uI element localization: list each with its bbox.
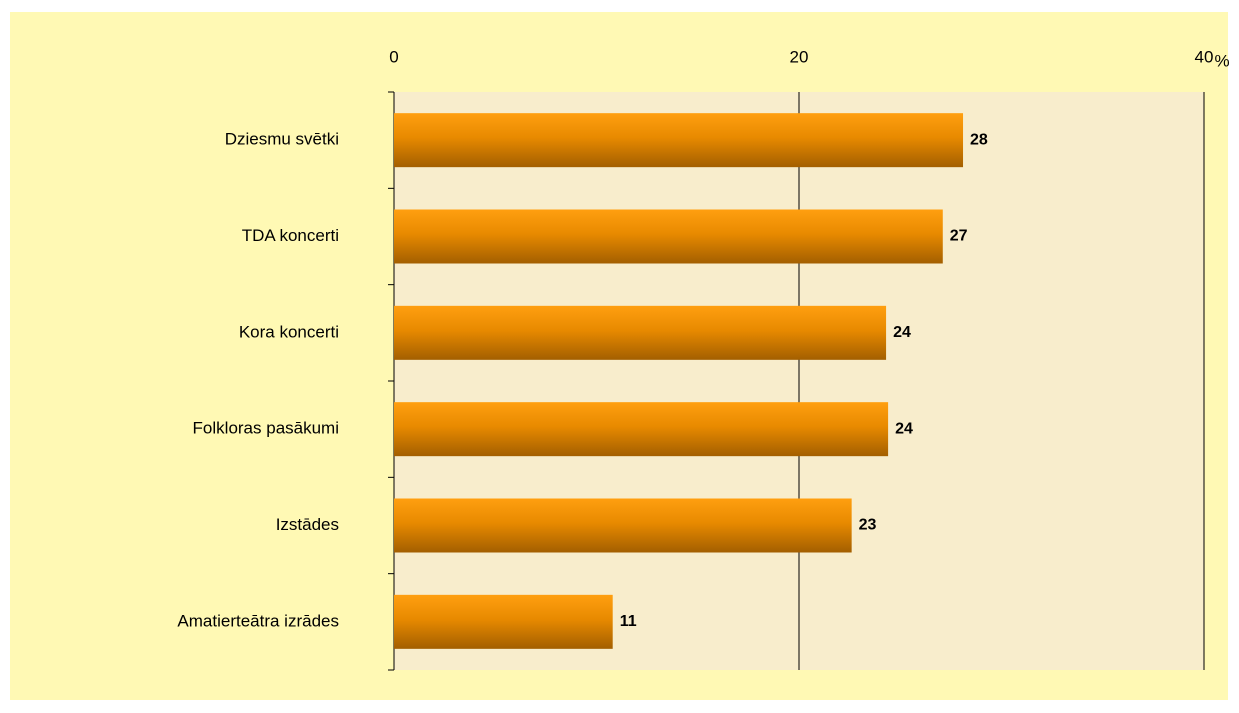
value-label: 23 <box>859 517 877 534</box>
x-tick-label: 0 <box>389 47 398 66</box>
value-label: 24 <box>895 420 913 437</box>
x-tick-label: 40 <box>1195 47 1214 66</box>
bar <box>394 402 889 457</box>
y-tick-label: Izstādes <box>276 515 339 534</box>
y-tick-label: Amatierteātra izrādes <box>177 611 339 630</box>
y-tick-label: Folkloras pasākumi <box>193 419 339 438</box>
x-axis-label: % <box>1214 51 1229 70</box>
value-label: 28 <box>970 131 988 148</box>
value-label: 27 <box>950 228 968 245</box>
y-tick-label: Dziesmu svētki <box>225 130 339 149</box>
bar <box>394 113 964 168</box>
bar <box>394 209 943 264</box>
value-label: 11 <box>620 613 637 630</box>
value-label: 24 <box>893 324 911 341</box>
bar <box>394 498 852 553</box>
y-tick-label: Kora koncerti <box>239 322 339 341</box>
bar <box>394 594 613 649</box>
x-tick-label: 20 <box>790 47 809 66</box>
bar <box>394 305 887 360</box>
y-tick-label: TDA koncerti <box>242 226 339 245</box>
